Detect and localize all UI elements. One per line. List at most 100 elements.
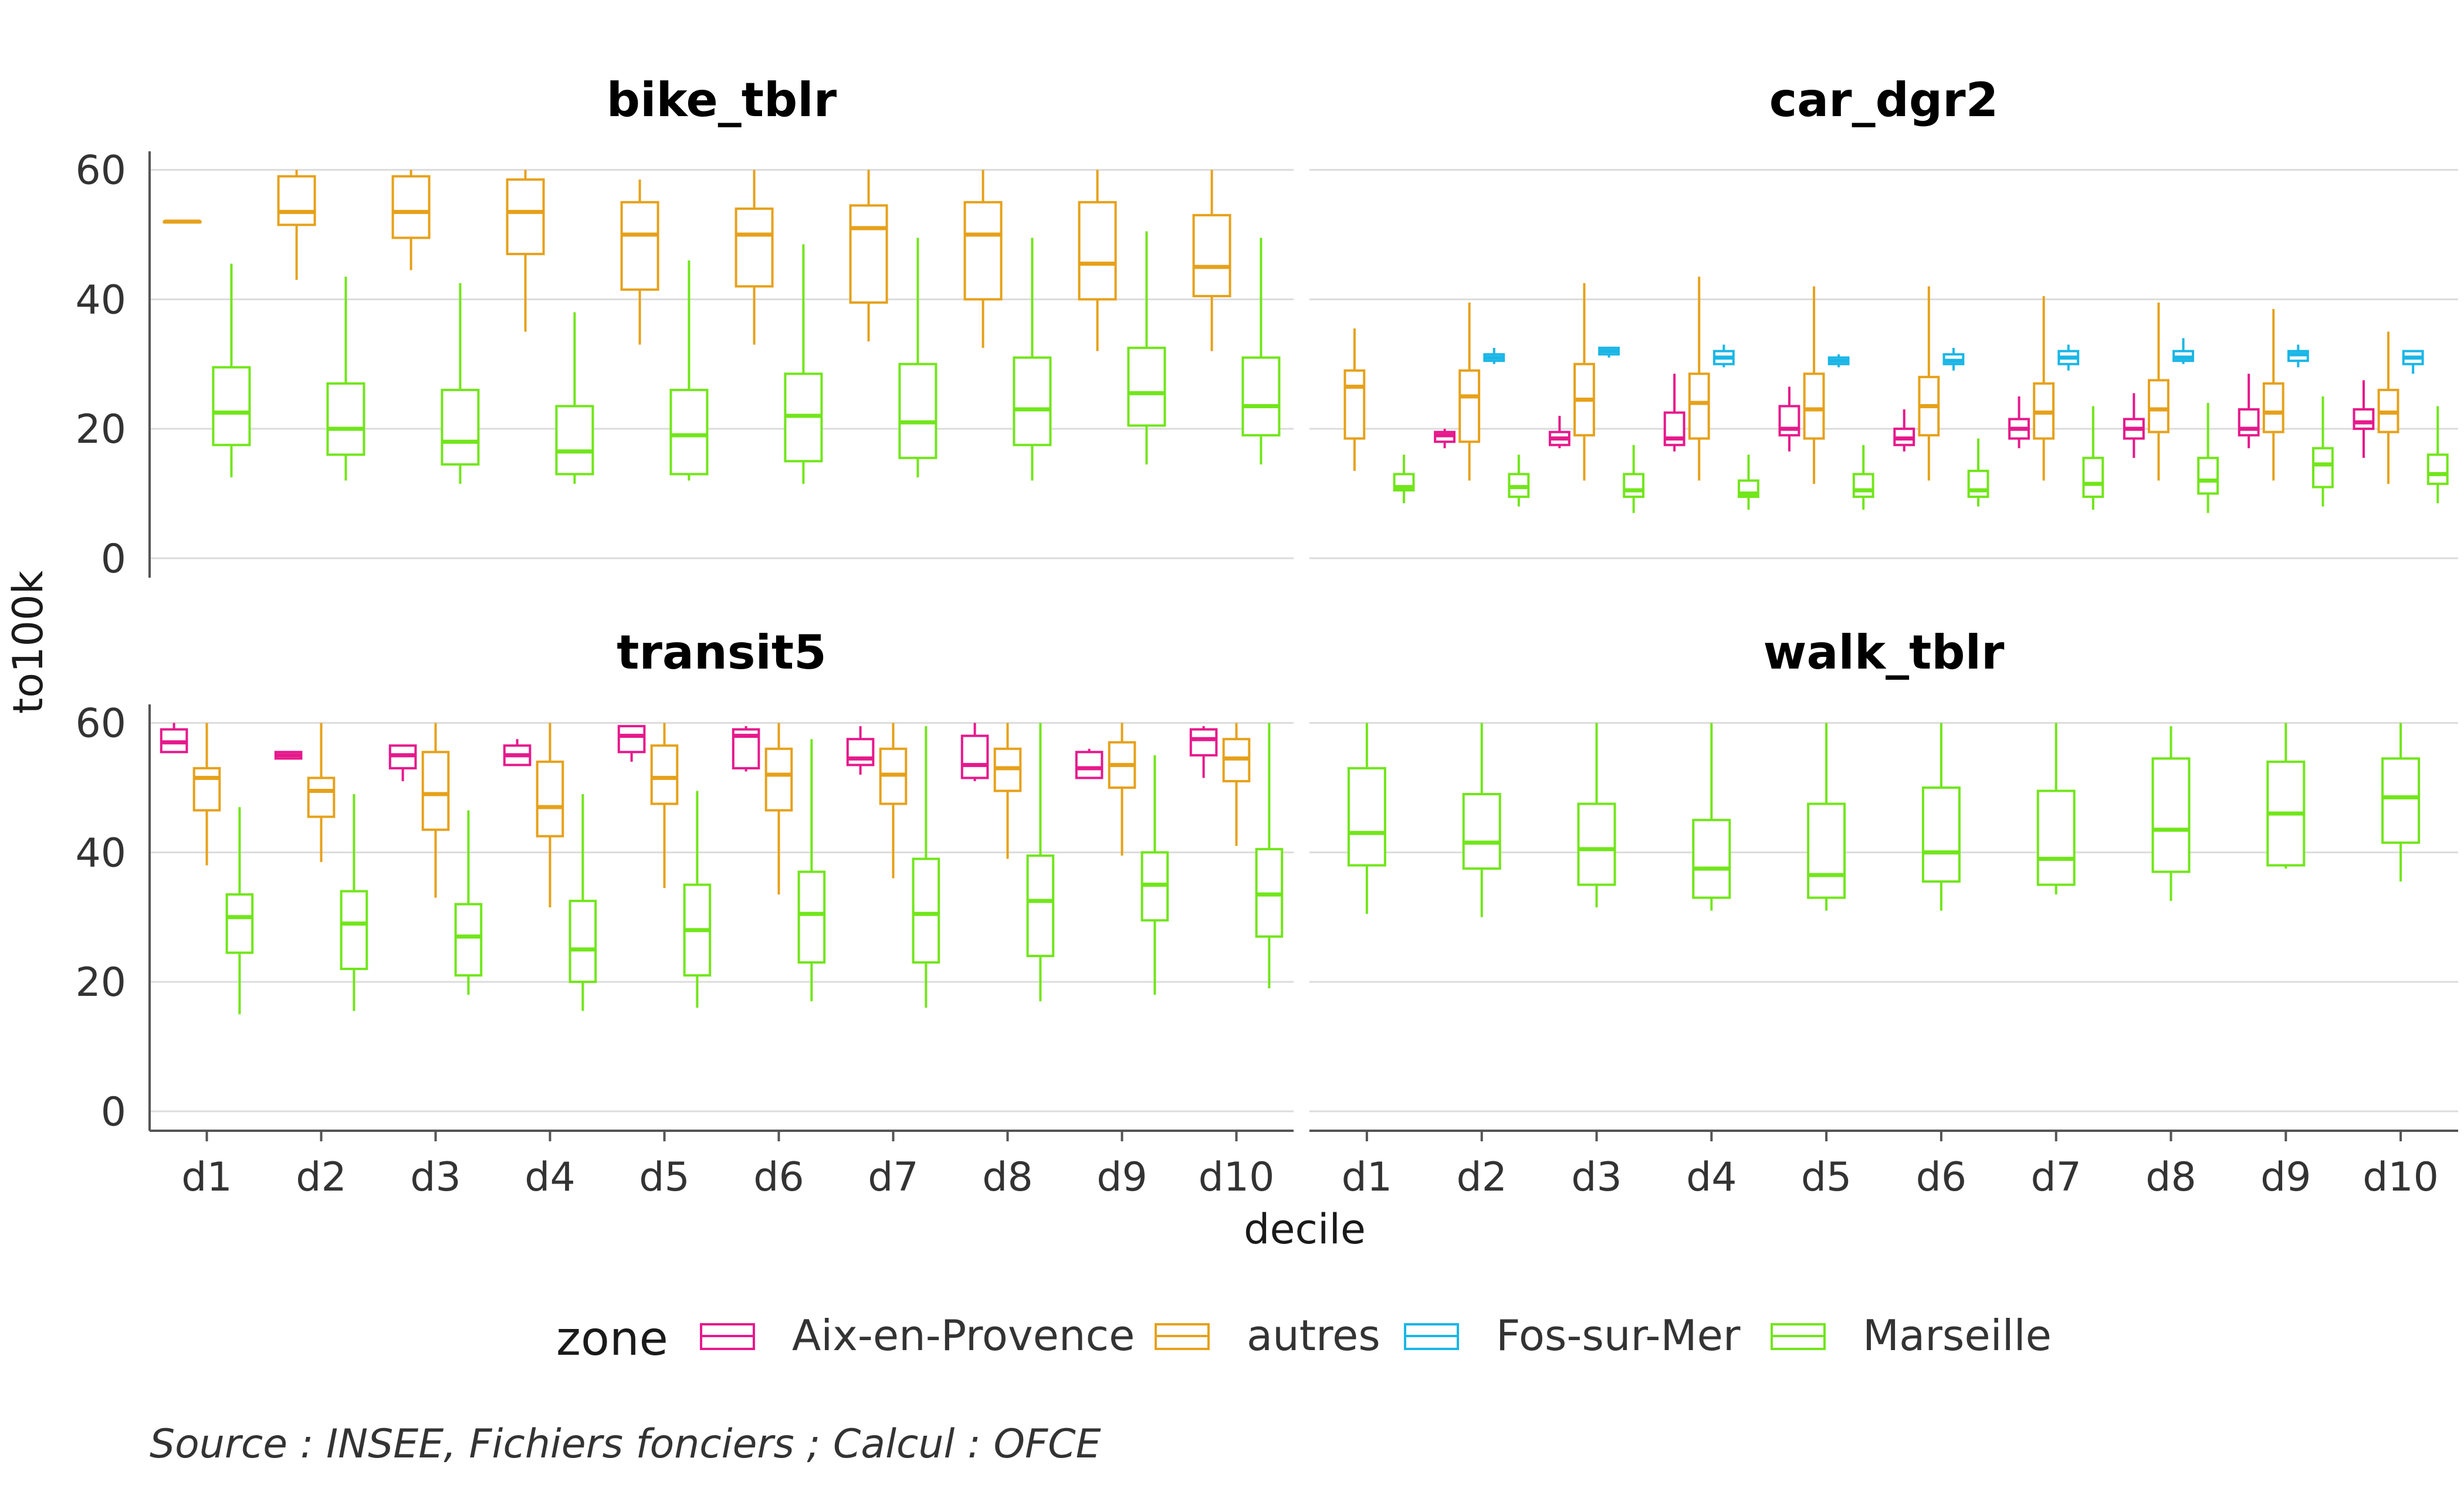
y-axis-title: to100k	[4, 570, 52, 714]
box-iqr	[2151, 757, 2191, 873]
box-marseille-d5	[669, 260, 709, 481]
box-marseille-d2	[340, 794, 368, 1011]
box-marseille-d1	[1393, 455, 1415, 504]
box-autres-d9	[2262, 308, 2284, 481]
box-fos-sur-mer-d10	[2402, 350, 2424, 374]
box-iqr	[454, 903, 483, 977]
box-iqr	[1692, 819, 1731, 899]
y-tick-label: 20	[75, 406, 126, 453]
axes: 0 20 40 60 0 20 40 60 d1 d2 d3 d4 d5 d6 d7 d8 d9 d10 d1 d2 d…	[75, 148, 2458, 1201]
box-autres-d8	[993, 723, 1022, 859]
box-autres-d5	[620, 179, 659, 345]
y-tick-label: 0	[101, 536, 126, 582]
box-autres-d7	[849, 169, 888, 342]
box-iqr	[849, 204, 888, 304]
box-aix-en-provence-d9	[1075, 748, 1104, 779]
box-iqr	[2426, 453, 2449, 485]
box-iqr	[2082, 456, 2104, 499]
box-marseille-d9	[1127, 231, 1166, 464]
box-marseille-d3	[441, 283, 480, 484]
box-iqr	[1347, 767, 1386, 867]
box-marseille-d3	[454, 810, 483, 995]
box-autres-d10	[2377, 331, 2399, 484]
box-iqr	[1189, 728, 1218, 757]
box-iqr	[212, 366, 251, 446]
box-marseille-d6	[1967, 438, 1989, 507]
box-marseille-d7	[2036, 723, 2076, 895]
y-tick-label: 60	[75, 148, 126, 194]
box-autres-d9	[1108, 723, 1136, 856]
box-iqr	[1577, 802, 1616, 886]
box-iqr	[1852, 473, 1874, 499]
box-marseille-d3	[1623, 445, 1645, 513]
box-iqr	[2197, 456, 2219, 495]
box-fos-sur-mer-d3	[1598, 347, 1620, 358]
box-autres-d5	[650, 723, 679, 889]
box-autres-d7	[879, 723, 908, 879]
box-iqr	[1807, 802, 1846, 899]
box-autres-d4	[536, 723, 564, 908]
box-marseille-d7	[912, 726, 940, 1008]
x-tick-label: d7	[868, 1154, 918, 1201]
x-tick-label: d3	[410, 1154, 461, 1201]
box-iqr	[669, 388, 709, 476]
box-iqr	[846, 738, 875, 767]
box-marseille-d3	[1577, 723, 1616, 908]
box-fos-sur-mer-d8	[2172, 338, 2194, 364]
box-aix-en-provence-d2	[274, 751, 303, 760]
box-marseille-d10	[2381, 723, 2421, 882]
box-iqr	[912, 857, 940, 964]
box-iqr	[391, 175, 431, 239]
x-tick-label: d4	[1686, 1154, 1737, 1201]
box-iqr	[963, 201, 1003, 301]
box-iqr	[2353, 408, 2375, 430]
box-iqr	[536, 760, 564, 838]
box-marseille-d6	[1921, 723, 1961, 911]
x-tick-label: d5	[1801, 1154, 1852, 1201]
box-marseille-d2	[326, 276, 365, 481]
x-tick-label: d1	[1342, 1154, 1392, 1201]
box-iqr	[1078, 201, 1117, 301]
box-marseille-d4	[555, 312, 594, 484]
box-iqr	[1075, 751, 1104, 779]
x-tick-label: d2	[1456, 1154, 1507, 1201]
box-autres-d3	[1573, 283, 1595, 481]
box-autres-d10	[1192, 169, 1231, 351]
box-iqr	[2036, 789, 2076, 886]
box-marseille-d8	[1013, 238, 1052, 481]
legend-label: Fos-sur-Mer	[1496, 1311, 1741, 1360]
caption: Source : INSEE, Fichiers fonciers ; Calc…	[150, 1421, 1101, 1467]
y-tick-label: 60	[75, 701, 126, 747]
box-iqr	[421, 751, 450, 831]
legend-item-aix-en-provence: Aix-en-Provence	[700, 1311, 1135, 1360]
box-aix-en-provence-d3	[388, 744, 417, 781]
box-iqr	[797, 870, 826, 964]
box-marseille-d7	[898, 238, 937, 477]
panel-title: transit5	[617, 625, 827, 680]
x-tick-label: d8	[982, 1154, 1033, 1201]
box-iqr	[192, 767, 221, 812]
box-aix-en-provence-d6	[732, 726, 760, 772]
box-iqr	[1803, 372, 1825, 440]
box-autres-d1	[1343, 328, 1366, 471]
box-iqr	[277, 175, 316, 226]
box-autres-d2	[1458, 302, 1481, 481]
x-tick-label: d6	[1916, 1154, 1967, 1201]
box-marseille-d1	[1347, 723, 1386, 914]
y-tick-label: 40	[75, 830, 126, 876]
box-iqr	[1688, 372, 1710, 440]
y-tick-label: 0	[101, 1089, 126, 1135]
box-autres-d5	[1803, 286, 1825, 484]
box-iqr	[2312, 447, 2334, 489]
x-tick-label: d9	[1096, 1154, 1147, 1201]
x-tick-label: d10	[2363, 1154, 2439, 1201]
box-autres-d10	[1222, 723, 1251, 846]
x-tick-label: d9	[2260, 1154, 2311, 1201]
box-iqr	[1241, 356, 1281, 437]
legend-label: Marseille	[1863, 1311, 2052, 1360]
box-iqr	[2148, 379, 2169, 433]
box-marseille-d10	[2426, 406, 2449, 504]
box-autres-d6	[1918, 286, 1940, 481]
y-tick-label: 40	[75, 277, 126, 323]
box-autres-d3	[421, 723, 450, 898]
